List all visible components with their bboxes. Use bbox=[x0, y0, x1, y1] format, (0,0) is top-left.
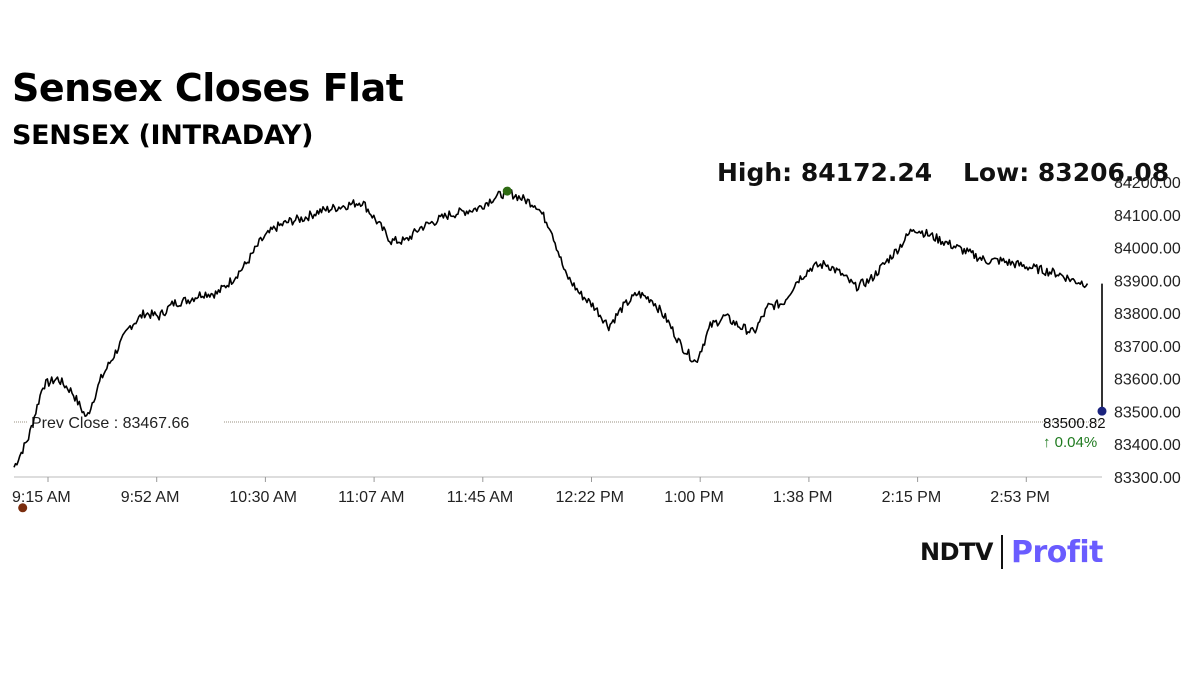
y-tick-label: 84000.00 bbox=[1114, 241, 1181, 258]
x-tick-label: 2:15 PM bbox=[882, 489, 942, 506]
y-tick-label: 83300.00 bbox=[1114, 470, 1181, 487]
low-marker bbox=[18, 503, 28, 513]
x-tick-label: 1:00 PM bbox=[664, 489, 724, 506]
prev-close-label-bg bbox=[28, 411, 224, 432]
chart-subtitle: SENSEX (INTRADAY) bbox=[12, 120, 314, 151]
brand-separator bbox=[1000, 535, 1003, 569]
x-tick-label: 11:07 AM bbox=[338, 489, 404, 506]
ndtv-profit-logo: NDTV Profit bbox=[920, 533, 1104, 571]
x-tick-label: 9:15 AM bbox=[12, 489, 71, 506]
low-value: Low: 83206.08 bbox=[963, 158, 1170, 187]
brand-ndtv: NDTV bbox=[920, 538, 993, 566]
y-tick-label: 83800.00 bbox=[1114, 306, 1181, 323]
y-tick-label: 83900.00 bbox=[1114, 273, 1181, 290]
y-tick-label: 83500.00 bbox=[1114, 404, 1181, 421]
change-label: ↑ 0.04% bbox=[1043, 434, 1097, 451]
prev-close-label: Prev Close : 83467.66 bbox=[31, 415, 189, 432]
last-value-label: 83500.82 bbox=[1043, 415, 1106, 432]
brand-profit: Profit bbox=[1010, 534, 1104, 570]
y-tick-label: 84200.00 bbox=[1114, 175, 1181, 192]
high-value: High: 84172.24 bbox=[717, 158, 933, 187]
x-tick-label: 12:22 PM bbox=[556, 489, 624, 506]
x-tick-label: 11:45 AM bbox=[447, 489, 513, 506]
y-tick-label: 83400.00 bbox=[1114, 437, 1181, 454]
high-marker bbox=[502, 186, 512, 196]
x-tick-label: 10:30 AM bbox=[229, 489, 297, 506]
y-tick-label: 84100.00 bbox=[1114, 208, 1181, 225]
x-tick-label: 2:53 PM bbox=[990, 489, 1050, 506]
x-tick-label: 1:38 PM bbox=[773, 489, 833, 506]
last-marker bbox=[1097, 406, 1107, 416]
y-tick-label: 83600.00 bbox=[1114, 372, 1181, 389]
y-tick-label: 83700.00 bbox=[1114, 339, 1181, 356]
series-line bbox=[13, 187, 1089, 468]
chart-title: Sensex Closes Flat bbox=[12, 66, 404, 110]
x-tick-label: 9:52 AM bbox=[121, 489, 180, 506]
